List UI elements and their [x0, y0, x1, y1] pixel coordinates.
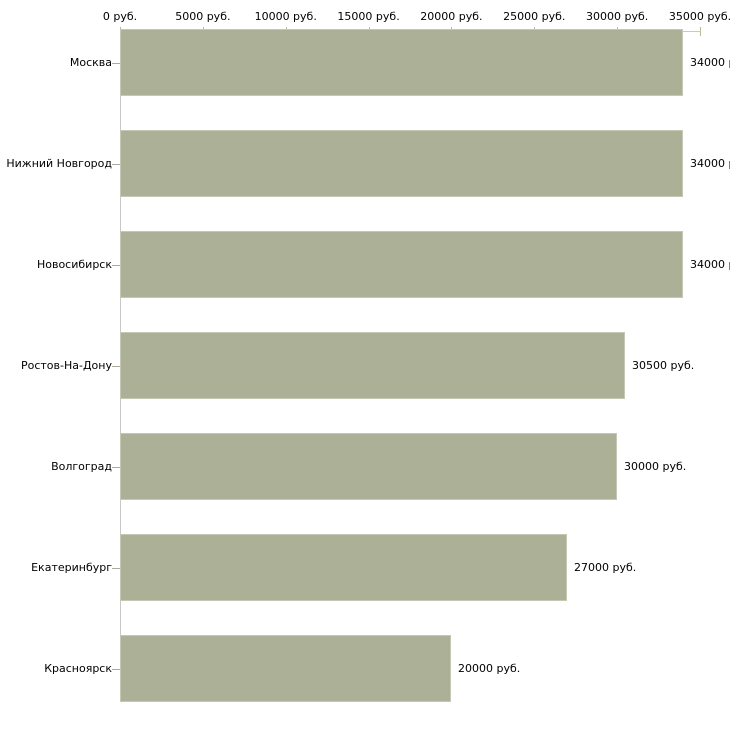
category-label: Ростов-На-Дону: [20, 359, 112, 372]
x-axis-tick-label: 15000 руб.: [337, 10, 400, 23]
bar: [120, 534, 567, 601]
bar: [120, 29, 683, 96]
category-tick: [112, 63, 120, 64]
value-label: 34000 руб.: [690, 157, 730, 170]
bar-row: Ростов-На-Дону 30500 руб.: [0, 332, 730, 399]
category-tick: [112, 164, 120, 165]
bar-row: Нижний Новгород 34000 руб.: [0, 130, 730, 197]
bar: [120, 433, 617, 500]
x-axis-tick-label: 5000 руб.: [175, 10, 231, 23]
x-axis-tick-label: 20000 руб.: [420, 10, 483, 23]
bar: [120, 231, 683, 298]
category-label: Екатеринбург: [31, 561, 112, 574]
category-tick: [112, 366, 120, 367]
category-label: Нижний Новгород: [6, 157, 112, 170]
x-axis-tick-label: 0 руб.: [102, 10, 138, 23]
bar-row: Волгоград 30000 руб.: [0, 433, 730, 500]
value-label: 30000 руб.: [624, 460, 687, 473]
bar: [120, 332, 625, 399]
value-label: 34000 руб.: [690, 56, 730, 69]
category-tick: [112, 467, 120, 468]
bar-row: Москва 34000 руб.: [0, 29, 730, 96]
category-tick: [112, 265, 120, 266]
category-tick: [112, 669, 120, 670]
category-tick: [112, 568, 120, 569]
bar: [120, 130, 683, 197]
bar: [120, 635, 451, 702]
category-label: Красноярск: [44, 662, 112, 675]
x-axis-tick-label: 10000 руб.: [254, 10, 317, 23]
value-label: 20000 руб.: [458, 662, 521, 675]
x-axis-tick-label: 25000 руб.: [503, 10, 566, 23]
category-label: Волгоград: [51, 460, 112, 473]
bar-row: Екатеринбург 27000 руб.: [0, 534, 730, 601]
bar-row: Новосибирск 34000 руб.: [0, 231, 730, 298]
bar-row: Красноярск 20000 руб.: [0, 635, 730, 702]
x-axis-tick-label: 35000 руб.: [668, 10, 730, 23]
value-label: 27000 руб.: [574, 561, 637, 574]
value-label: 30500 руб.: [632, 359, 695, 372]
category-label: Москва: [69, 56, 112, 69]
category-label: Новосибирск: [36, 258, 112, 271]
value-label: 34000 руб.: [690, 258, 730, 271]
x-axis-tick-label: 30000 руб.: [586, 10, 649, 23]
